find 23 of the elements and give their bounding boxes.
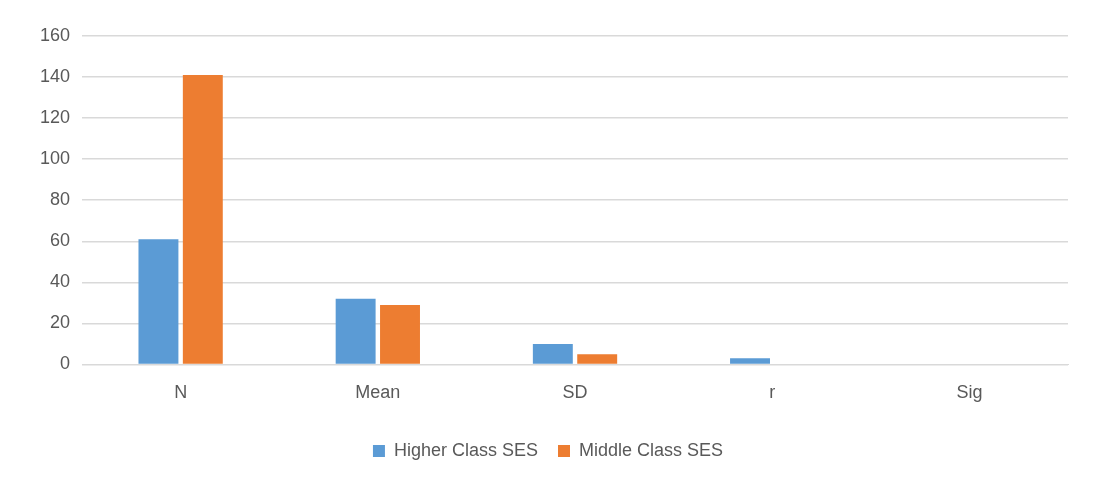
bar xyxy=(182,75,223,364)
y-tick-label: 80 xyxy=(50,189,71,210)
bar xyxy=(138,239,179,364)
y-tick-label: 100 xyxy=(39,148,71,169)
y-tick-label: 60 xyxy=(50,230,71,251)
bar xyxy=(335,298,376,364)
x-tick-label: N xyxy=(174,382,188,403)
legend-label: Higher Class SES xyxy=(393,439,539,460)
x-tick-label: SD xyxy=(562,382,588,403)
bar xyxy=(380,304,420,364)
y-tick-label: 120 xyxy=(39,107,71,128)
x-tick-label: Mean xyxy=(355,382,401,403)
bar xyxy=(577,354,618,364)
y-tick-label: 20 xyxy=(50,312,71,333)
y-tick-label: 140 xyxy=(39,66,71,87)
y-tick-label: 0 xyxy=(60,353,71,374)
bar xyxy=(532,343,573,364)
bar xyxy=(730,358,770,364)
x-tick-label: r xyxy=(769,382,776,403)
y-tick-label: 40 xyxy=(50,271,71,292)
legend-label: Middle Class SES xyxy=(579,439,724,460)
y-tick-label: 160 xyxy=(39,24,71,45)
x-tick-label: Sig xyxy=(956,382,983,403)
